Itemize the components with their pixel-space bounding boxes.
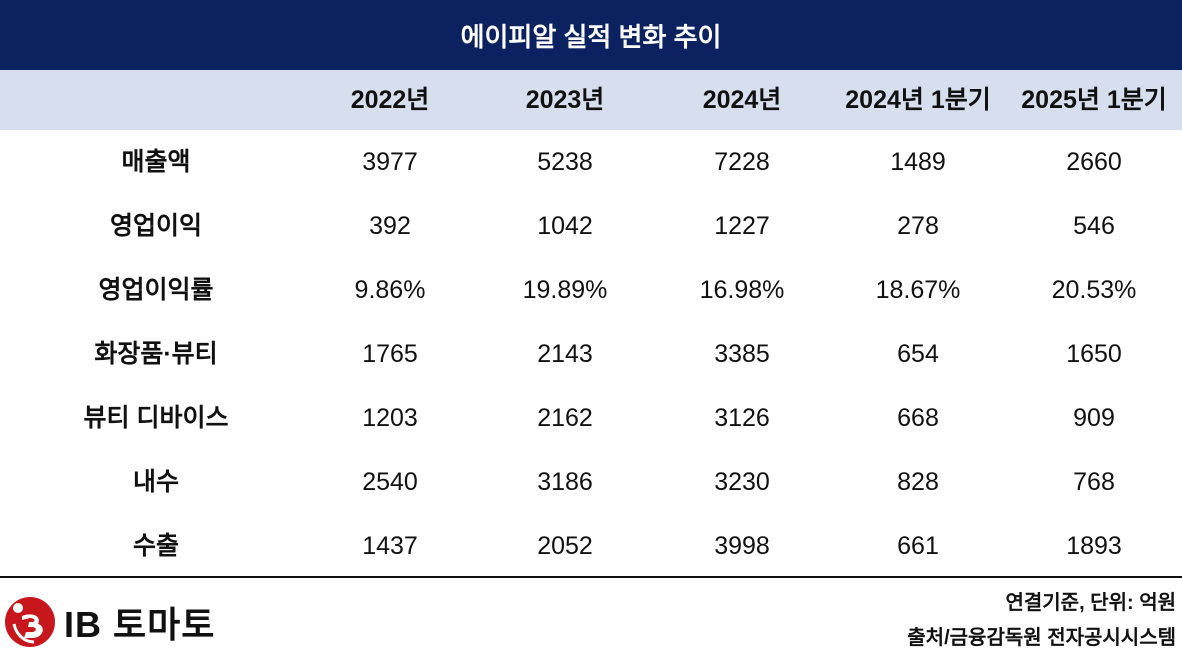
table-title: 에이피알 실적 변화 추이 <box>0 0 1182 70</box>
table-row-operating-profit: 영업이익 392 1042 1227 278 546 <box>0 194 1182 258</box>
table-cell: 3385 <box>714 340 770 368</box>
header-2023: 2023년 <box>525 86 605 114</box>
table-cell: 9.86% <box>354 276 426 304</box>
table-row-export: 수출 1437 2052 3998 661 1893 <box>0 514 1182 578</box>
table-cell: 19.89% <box>522 276 608 304</box>
table-cell: 1437 <box>362 532 418 560</box>
ib-tomato-logo-icon <box>5 597 55 647</box>
table-cell: 3186 <box>537 468 593 496</box>
table-cell: 654 <box>897 340 939 368</box>
table-cell: 20.53% <box>1051 276 1137 304</box>
basis-note: 연결기준, 단위: 억원 <box>1005 592 1176 614</box>
table-cell: 3126 <box>714 404 770 432</box>
row-label: 매출액 <box>121 148 191 176</box>
row-label: 화장품·뷰티 <box>94 340 218 368</box>
row-label: 영업이익률 <box>98 276 214 304</box>
ib-tomato-logo: IB 토마토 <box>2 592 215 652</box>
logo-text: IB 토마토 <box>64 604 216 645</box>
table-cell: 2660 <box>1066 148 1122 176</box>
header-2024: 2024년 <box>702 86 782 114</box>
table-row-domestic: 내수 2540 3186 3230 828 768 <box>0 450 1182 514</box>
table-cell: 1765 <box>362 340 418 368</box>
table-cell: 668 <box>897 404 939 432</box>
table-cell: 768 <box>1073 468 1115 496</box>
row-label: 내수 <box>132 468 179 496</box>
table-cell: 828 <box>897 468 939 496</box>
table-cell: 909 <box>1073 404 1115 432</box>
row-label: 영업이익 <box>109 212 202 240</box>
table-bottom-rule <box>0 576 1182 578</box>
table-cell: 1893 <box>1066 532 1122 560</box>
table-cell: 3230 <box>714 468 770 496</box>
table-cell: 661 <box>897 532 939 560</box>
table-cell: 392 <box>369 212 411 240</box>
table-row-revenue: 매출액 3977 5238 7228 1489 2660 <box>0 130 1182 194</box>
table-cell: 278 <box>897 212 939 240</box>
header-2025-q1: 2025년 1분기 <box>1021 86 1167 114</box>
table-cell: 2540 <box>362 468 418 496</box>
table-cell: 18.67% <box>875 276 961 304</box>
table-body: 매출액 3977 5238 7228 1489 2660 영업이익 392 10… <box>0 130 1182 578</box>
table-cell: 2143 <box>537 340 593 368</box>
row-label: 뷰티 디바이스 <box>83 404 229 432</box>
table-row-operating-margin: 영업이익률 9.86% 19.89% 16.98% 18.67% 20.53% <box>0 258 1182 322</box>
table-title-text: 에이피알 실적 변화 추이 <box>460 21 722 52</box>
table-cell: 3998 <box>714 532 770 560</box>
table-row-cosmetics-beauty: 화장품·뷰티 1765 2143 3385 654 1650 <box>0 322 1182 386</box>
table-cell: 546 <box>1073 212 1115 240</box>
table-cell: 3977 <box>362 148 418 176</box>
row-label: 수출 <box>132 532 179 560</box>
table-cell: 1042 <box>537 212 593 240</box>
table-cell: 1203 <box>362 404 418 432</box>
source-note: 출처/금융감독원 전자공시시스템 <box>907 627 1176 649</box>
header-2022: 2022년 <box>350 86 430 114</box>
column-header-row: 2022년 2023년 2024년 2024년 1분기 2025년 1분기 <box>0 70 1182 130</box>
table-cell: 1650 <box>1066 340 1122 368</box>
table-cell: 7228 <box>714 148 770 176</box>
table-row-beauty-device: 뷰티 디바이스 1203 2162 3126 668 909 <box>0 386 1182 450</box>
table-cell: 2162 <box>537 404 593 432</box>
table-cell: 5238 <box>537 148 593 176</box>
table-cell: 2052 <box>537 532 593 560</box>
table-cell: 1489 <box>890 148 946 176</box>
table-cell: 1227 <box>714 212 770 240</box>
header-2024-q1: 2024년 1분기 <box>845 86 991 114</box>
table-cell: 16.98% <box>699 276 785 304</box>
